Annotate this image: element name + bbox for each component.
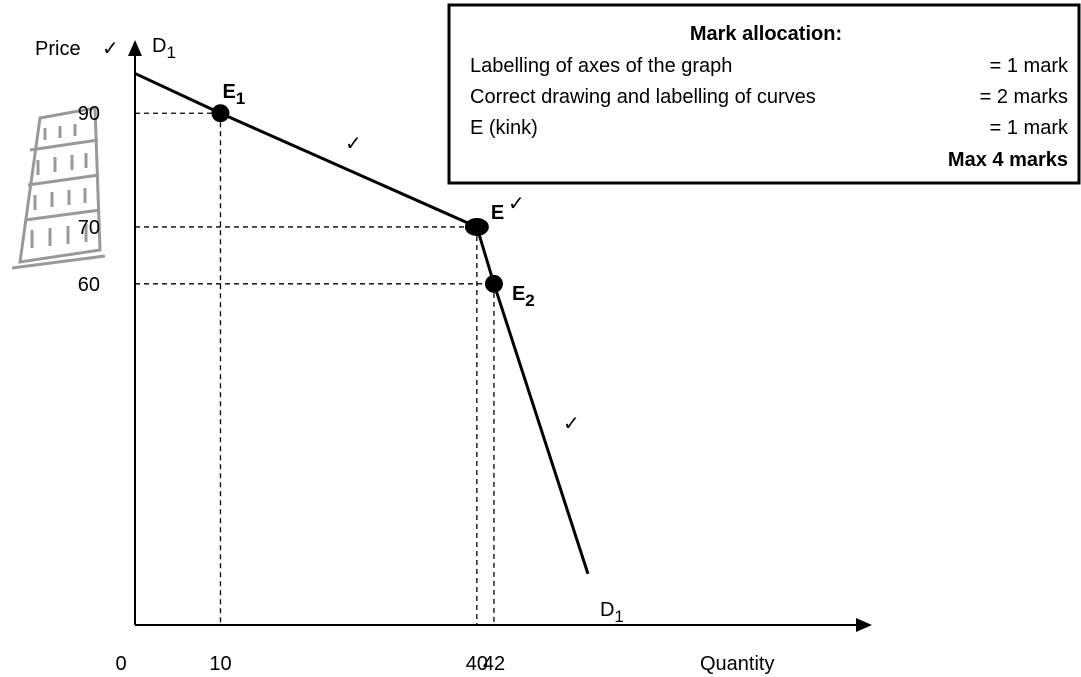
box-row-value: = 1 mark [990, 55, 1069, 77]
curve-label: D1 [152, 35, 176, 62]
x-axis-label: Quantity [700, 653, 774, 675]
curve-label-sub: 1 [166, 43, 175, 62]
box-row-value: = 1 mark [990, 117, 1069, 139]
point-label: E [491, 202, 504, 224]
point-marker [211, 104, 229, 122]
box-row-label: Labelling of axes of the graph [470, 55, 732, 77]
point-label-base: E [222, 81, 235, 103]
y-axis-label: Price [35, 38, 81, 60]
y-tick-label: 90 [78, 103, 100, 125]
curve-label-base: D [600, 599, 614, 621]
y-tick-label: 70 [78, 217, 100, 239]
point-label-sub: 2 [525, 291, 534, 310]
check-mark: ✓ [563, 413, 580, 435]
point-label: E2 [512, 283, 535, 310]
check-mark: ✓ [508, 193, 525, 215]
curve-label: D1 [600, 599, 624, 626]
box-row-label: Correct drawing and labelling of curves [470, 86, 816, 108]
box-total: Max 4 marks [948, 149, 1068, 171]
x-tick-label: 42 [483, 653, 505, 675]
curve-label-base: D [152, 35, 166, 57]
curve-label-sub: 1 [614, 607, 623, 626]
chart: Mark allocation: Labelling of axes of th… [0, 0, 1081, 677]
point-label-base: E [512, 283, 525, 305]
check-mark: ✓ [345, 133, 362, 155]
point-label-base: E [491, 202, 504, 224]
check-mark: ✓ [102, 38, 119, 60]
tower-icon [12, 108, 105, 268]
point-marker [485, 275, 503, 293]
box-row-label: E (kink) [470, 117, 538, 139]
point-marker [465, 218, 489, 236]
point-label: E1 [222, 81, 245, 108]
box-title: Mark allocation: [690, 23, 842, 45]
point-label-sub: 1 [236, 89, 245, 108]
x-arrow [856, 618, 872, 632]
x-tick-label: 10 [209, 653, 231, 675]
y-tick-label: 60 [78, 274, 100, 296]
y-arrow [128, 40, 142, 56]
x-tick-label: 0 [115, 653, 126, 675]
box-row-value: = 2 marks [980, 86, 1068, 108]
